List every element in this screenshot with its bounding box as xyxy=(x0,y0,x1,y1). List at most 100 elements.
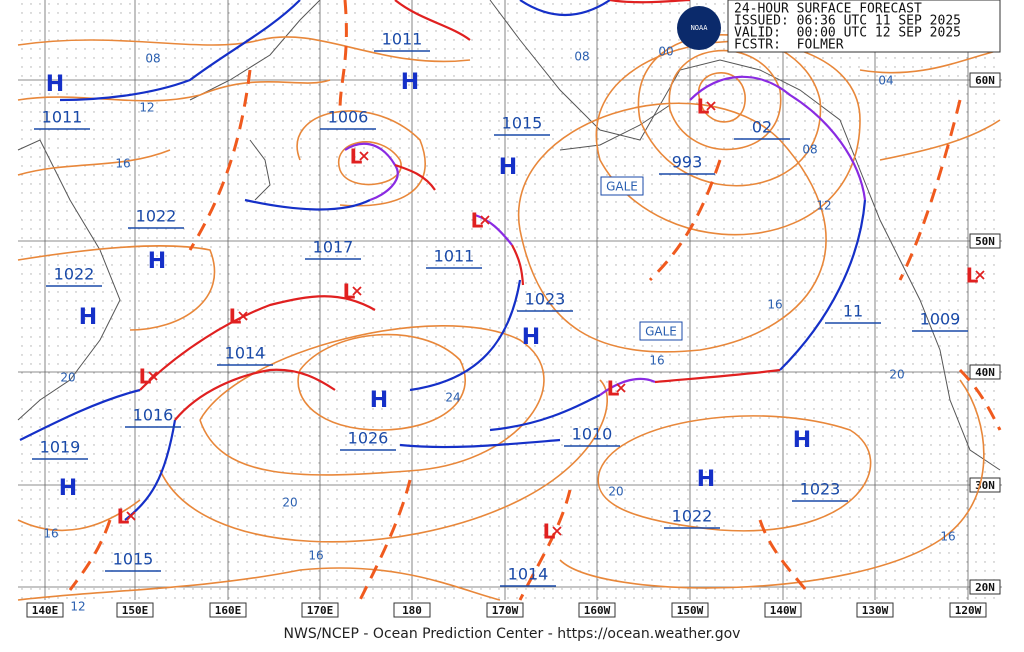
lat-label-box xyxy=(969,72,1001,88)
pressure-label: 1017 xyxy=(313,238,354,257)
pressure-label: 1009 xyxy=(920,310,961,329)
isobar-label: 20 xyxy=(282,496,297,510)
low-cross xyxy=(975,270,985,280)
pressure-label: 11 xyxy=(843,302,863,321)
warning-box xyxy=(600,176,644,196)
pressure-label: 1022 xyxy=(672,507,713,526)
lon-label: 120W xyxy=(955,604,982,617)
isobar-label: 20 xyxy=(608,485,623,499)
low-center: L xyxy=(471,209,484,233)
high-center: H xyxy=(499,155,517,180)
low-center: L xyxy=(607,377,620,401)
isobar-label: 16 xyxy=(43,527,58,541)
lon-label: 170W xyxy=(492,604,519,617)
lon-label: 160E xyxy=(215,604,242,617)
lon-label: 180 xyxy=(402,604,422,617)
pressure-label: 1019 xyxy=(40,438,81,457)
isobar-label: 16 xyxy=(308,549,323,563)
isobar-label: 16 xyxy=(940,530,955,544)
warning-box xyxy=(639,321,683,341)
isobar-label: 20 xyxy=(889,368,904,382)
lat-label: 20N xyxy=(975,581,995,594)
isobar-label: 20 xyxy=(60,371,75,385)
pressure-label: 1023 xyxy=(800,480,841,499)
logo-text: NOAA xyxy=(691,24,709,32)
high-center: H xyxy=(148,249,166,274)
graticule: 140E 150E 160E 170E 180 170W 160W 150W 140W 130W 1… xyxy=(18,0,1002,618)
high-center: H xyxy=(370,388,388,413)
isobars xyxy=(17,34,1001,601)
low-cross xyxy=(706,101,716,111)
high-center: H xyxy=(697,467,715,492)
low-cross xyxy=(238,311,248,321)
low-center: L xyxy=(229,305,242,329)
lon-label-box xyxy=(764,602,802,618)
map-background xyxy=(18,0,1002,600)
low-center: L xyxy=(350,145,363,169)
isobar-label: 04 xyxy=(878,74,893,88)
high-center: H xyxy=(79,305,97,330)
lon-label: 160W xyxy=(584,604,611,617)
isobar-label: 12 xyxy=(816,199,831,213)
pressure-label: 1023 xyxy=(525,290,566,309)
isobar-label: 08 xyxy=(574,50,589,64)
low-cross xyxy=(616,383,626,393)
lon-label-box xyxy=(671,602,709,618)
lon-label-box xyxy=(116,602,154,618)
low-center: L xyxy=(697,95,710,119)
lat-label-box xyxy=(969,364,1001,380)
lon-label-box xyxy=(949,602,987,618)
pressure-label: 1014 xyxy=(508,565,549,584)
low-cross xyxy=(352,286,362,296)
warning-label: GALE xyxy=(606,180,638,194)
lon-label-box xyxy=(209,602,247,618)
lon-label-box xyxy=(301,602,339,618)
pressure-label: 1006 xyxy=(328,108,369,127)
low-cross xyxy=(148,371,158,381)
pressure-label: 1022 xyxy=(54,265,95,284)
header-valid: VALID: 00:00 UTC 12 SEP 2025 xyxy=(734,26,961,41)
lat-label: 50N xyxy=(975,235,995,248)
footer: NWS/NCEP - Ocean Prediction Center - htt… xyxy=(284,626,741,642)
labels: 1011 1011 1006 1015 993 02 1022 1017 1011 1022 102… xyxy=(32,30,985,614)
high-center: H xyxy=(401,70,419,95)
pressure-label: 1016 xyxy=(133,406,174,425)
high-center: H xyxy=(793,428,811,453)
lon-label-box xyxy=(486,602,524,618)
lon-label: 140E xyxy=(32,604,59,617)
lon-label: 150E xyxy=(122,604,149,617)
isobar-label: 16 xyxy=(767,298,782,312)
lat-label-box xyxy=(969,477,1001,493)
noaa-logo xyxy=(677,6,721,50)
isobar-label: 24 xyxy=(445,391,460,405)
isobar-label: 12 xyxy=(70,600,85,614)
lon-label: 130W xyxy=(862,604,889,617)
pressure-label: 1022 xyxy=(136,207,177,226)
lat-label-box xyxy=(969,579,1001,595)
low-center: L xyxy=(543,520,556,544)
header-box: NOAA 24-HOUR SURFACE FORECAST ISSUED: 06… xyxy=(677,0,1001,53)
warning-label: GALE xyxy=(645,325,677,339)
low-center: L xyxy=(343,280,356,304)
lat-label-box xyxy=(969,233,1001,249)
lat-label: 60N xyxy=(975,74,995,87)
pressure-label: 993 xyxy=(672,153,703,172)
low-cross xyxy=(359,151,369,161)
pressure-label: 1011 xyxy=(382,30,423,49)
high-center: H xyxy=(522,325,540,350)
pressure-label: 1011 xyxy=(42,108,83,127)
low-center: L xyxy=(966,264,979,288)
high-center: H xyxy=(59,476,77,501)
lon-label-box xyxy=(856,602,894,618)
low-center: L xyxy=(139,365,152,389)
isobar-label: 16 xyxy=(649,354,664,368)
lat-label: 40N xyxy=(975,366,995,379)
header-title: 24-HOUR SURFACE FORECAST xyxy=(734,2,922,17)
pressure-label: 1015 xyxy=(113,550,154,569)
header-issued: ISSUED: 06:36 UTC 11 SEP 2025 xyxy=(734,14,961,29)
fronts xyxy=(19,0,867,521)
low-cross xyxy=(480,215,490,225)
low-center: L xyxy=(117,505,130,529)
